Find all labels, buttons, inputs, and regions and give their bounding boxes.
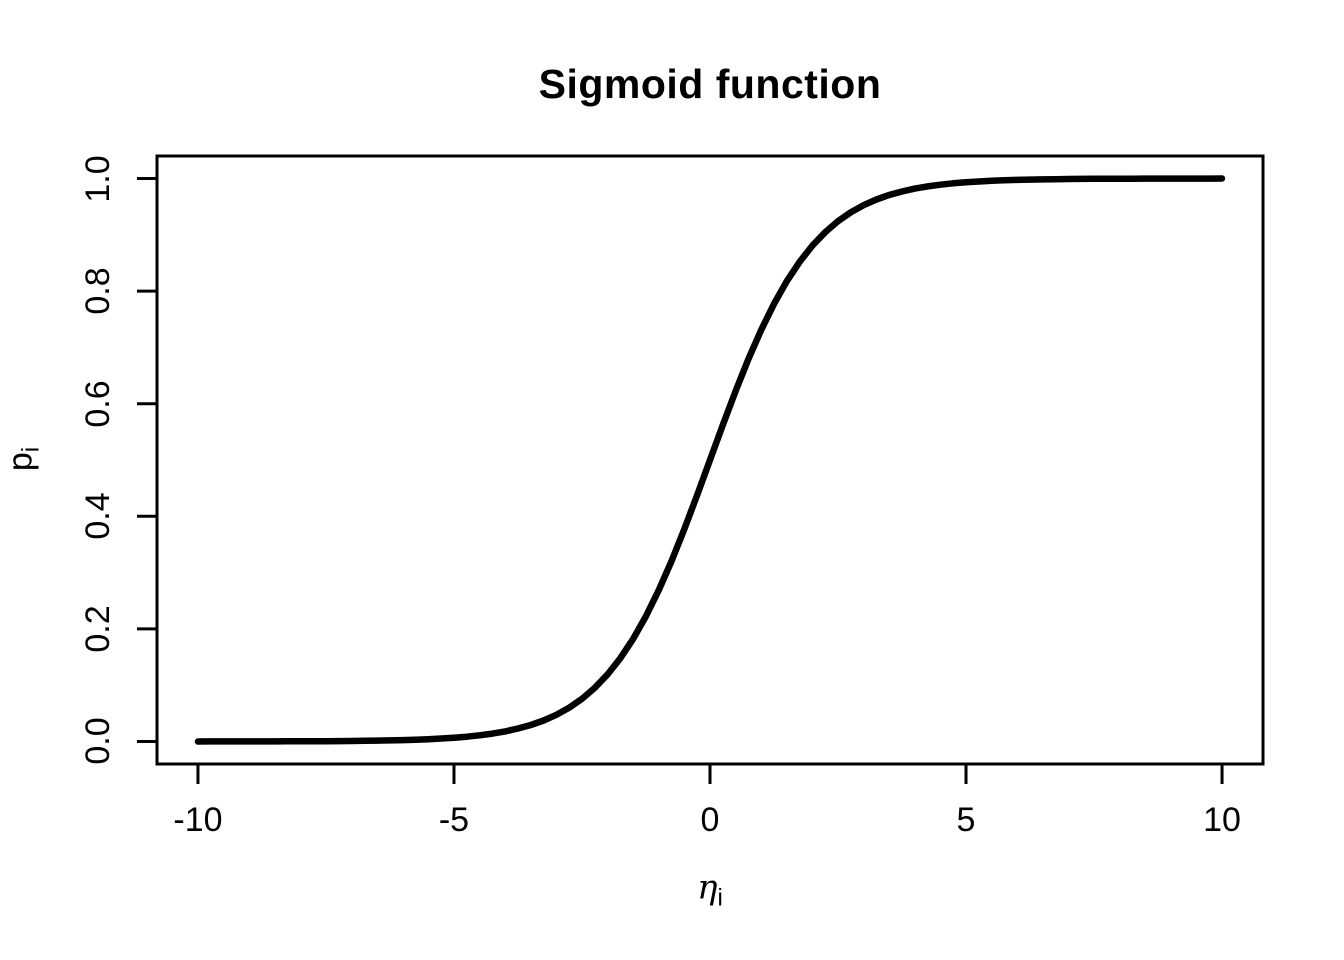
y-tick-label: 0.8 — [79, 267, 117, 315]
y-axis-label: pi — [1, 447, 52, 471]
x-tick-label: -5 — [438, 801, 470, 839]
y-tick-label: 0.0 — [79, 717, 117, 766]
sigmoid-curve — [194, 175, 1226, 745]
y-axis-label-subscript: i — [17, 446, 45, 453]
y-tick-label: 1.0 — [79, 154, 117, 203]
x-axis-label-base: η — [697, 867, 718, 908]
x-axis-label-subscript: i — [717, 884, 723, 912]
chart-title: Sigmoid function — [538, 61, 882, 107]
x-tick-label: 5 — [956, 801, 976, 839]
x-tick-label: 0 — [700, 801, 720, 839]
y-tick-label: 0.6 — [79, 380, 117, 428]
x-axis-label: ηi — [697, 868, 723, 919]
y-tick-label: 0.4 — [79, 492, 117, 540]
y-axis-label-base: p — [1, 452, 40, 472]
x-tick-label: -10 — [173, 801, 223, 839]
y-tick-label: 0.2 — [79, 605, 117, 653]
x-tick-label: 10 — [1203, 801, 1241, 839]
